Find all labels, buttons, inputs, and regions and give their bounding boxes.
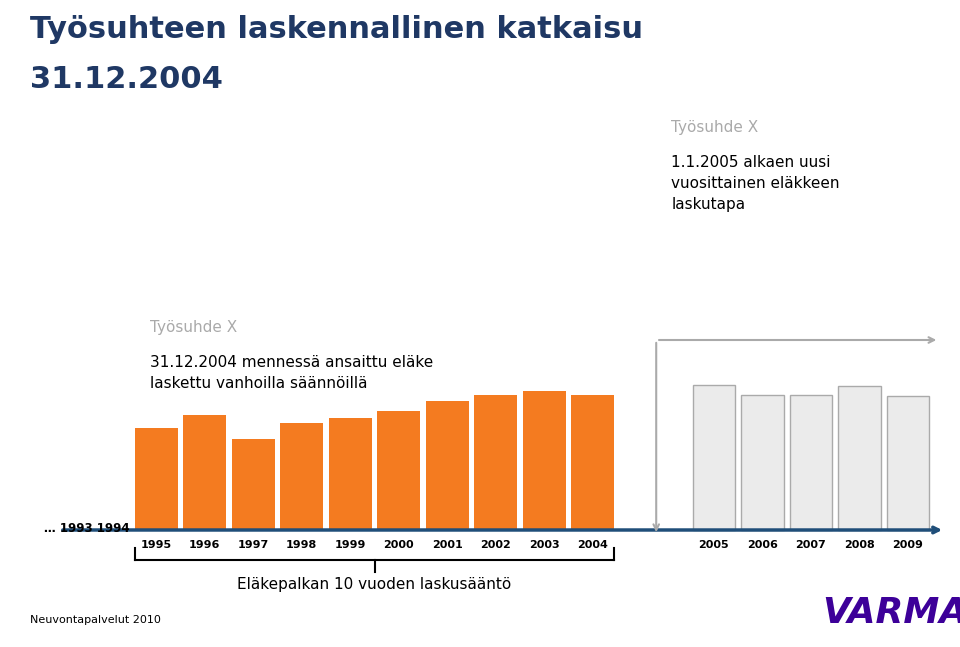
Text: 2001: 2001 (432, 540, 463, 550)
Bar (183, 415, 227, 530)
Bar (692, 385, 735, 530)
Text: Eläkepalkan 10 vuoden laskusääntö: Eläkepalkan 10 vuoden laskusääntö (237, 577, 512, 592)
Text: 2009: 2009 (893, 540, 924, 550)
Text: Työsuhde X: Työsuhde X (671, 120, 758, 135)
Text: 1995: 1995 (141, 540, 172, 550)
Bar (474, 395, 517, 530)
Text: 2008: 2008 (844, 540, 875, 550)
Bar (377, 411, 420, 530)
Text: 2005: 2005 (699, 540, 730, 550)
Text: 1999: 1999 (335, 540, 366, 550)
Bar (741, 395, 783, 530)
Text: 2006: 2006 (747, 540, 778, 550)
Bar (232, 439, 275, 530)
Text: 2003: 2003 (529, 540, 560, 550)
Bar (426, 401, 468, 530)
Bar (523, 391, 565, 530)
Bar (571, 395, 614, 530)
Text: 31.12.2004 mennessä ansaittu eläke
laskettu vanhoilla säännöillä: 31.12.2004 mennessä ansaittu eläke laske… (150, 355, 433, 391)
Text: 1997: 1997 (238, 540, 269, 550)
Bar (789, 395, 832, 530)
Bar (838, 386, 880, 530)
Text: VARMA: VARMA (823, 596, 960, 630)
Text: 2002: 2002 (480, 540, 511, 550)
Bar (135, 428, 178, 530)
Text: 1.1.2005 alkaen uusi
vuosittainen eläkkeen
laskutapa: 1.1.2005 alkaen uusi vuosittainen eläkke… (671, 155, 840, 212)
Text: 31.12.2004: 31.12.2004 (30, 65, 223, 94)
Text: 1996: 1996 (189, 540, 221, 550)
Text: 1998: 1998 (286, 540, 318, 550)
Bar (886, 397, 929, 530)
Text: 2004: 2004 (577, 540, 608, 550)
Text: Työsuhteen laskennallinen katkaisu: Työsuhteen laskennallinen katkaisu (30, 15, 643, 44)
Text: Työsuhde X: Työsuhde X (150, 320, 237, 335)
Bar (280, 422, 324, 530)
Text: 2007: 2007 (796, 540, 827, 550)
Text: … 1993 1994: … 1993 1994 (44, 521, 130, 534)
Text: Neuvontapalvelut 2010: Neuvontapalvelut 2010 (30, 615, 161, 625)
Bar (329, 418, 372, 530)
Text: 2000: 2000 (383, 540, 414, 550)
